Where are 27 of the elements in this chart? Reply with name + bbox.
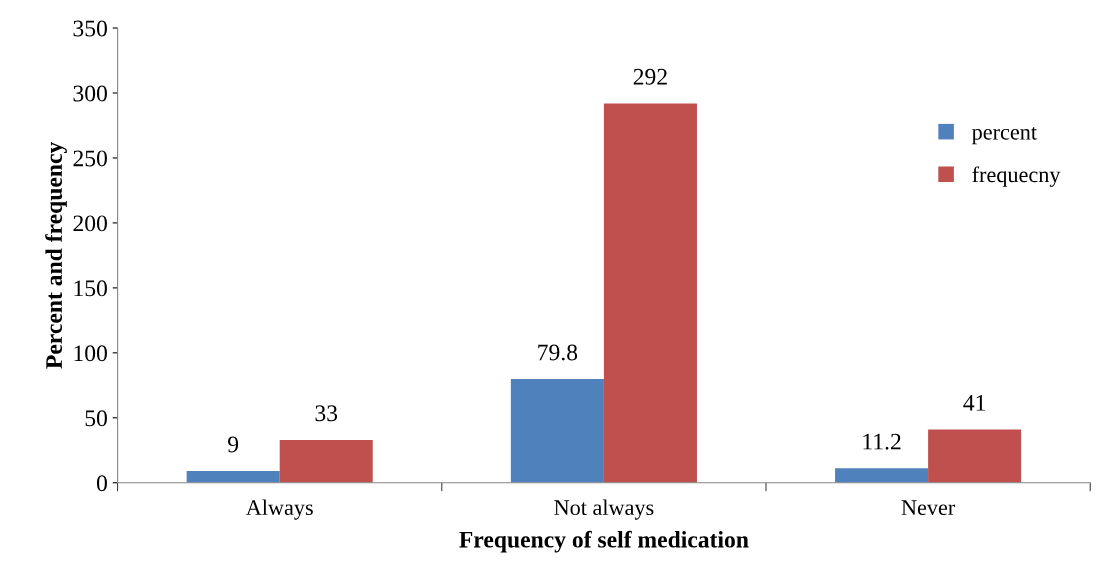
- legend-label: percent: [972, 126, 1037, 145]
- data-label: 33: [315, 405, 338, 422]
- bar: [186, 471, 280, 483]
- y-tick-label: 50: [85, 410, 107, 427]
- x-tick-label: Never: [901, 500, 956, 516]
- legend-label: frequecny: [972, 166, 1061, 187]
- data-label: 79.8: [538, 344, 578, 361]
- y-tick-label: 0: [96, 475, 107, 492]
- y-tick-label: 200: [73, 215, 107, 232]
- y-axis-title: Percent and frequency: [45, 141, 67, 369]
- y-tick-label: 300: [73, 85, 107, 102]
- y-tick-label: 150: [74, 280, 107, 297]
- y-tick-label: 250: [73, 150, 107, 167]
- data-label: 292: [633, 68, 667, 85]
- x-tick-label: Not always: [554, 499, 654, 520]
- data-label: 9: [228, 436, 239, 453]
- y-tick-label: 350: [73, 20, 107, 37]
- data-label: 11.2: [863, 433, 901, 450]
- x-tick-label: Always: [245, 499, 313, 520]
- bar: [928, 429, 1022, 483]
- bar: [603, 103, 697, 483]
- bar: [835, 468, 929, 483]
- data-label: 41: [963, 394, 986, 411]
- y-tick-label: 100: [74, 345, 107, 362]
- x-axis-title: Frequency of self medication: [459, 530, 749, 553]
- bar: [510, 379, 604, 483]
- bar: [279, 439, 373, 483]
